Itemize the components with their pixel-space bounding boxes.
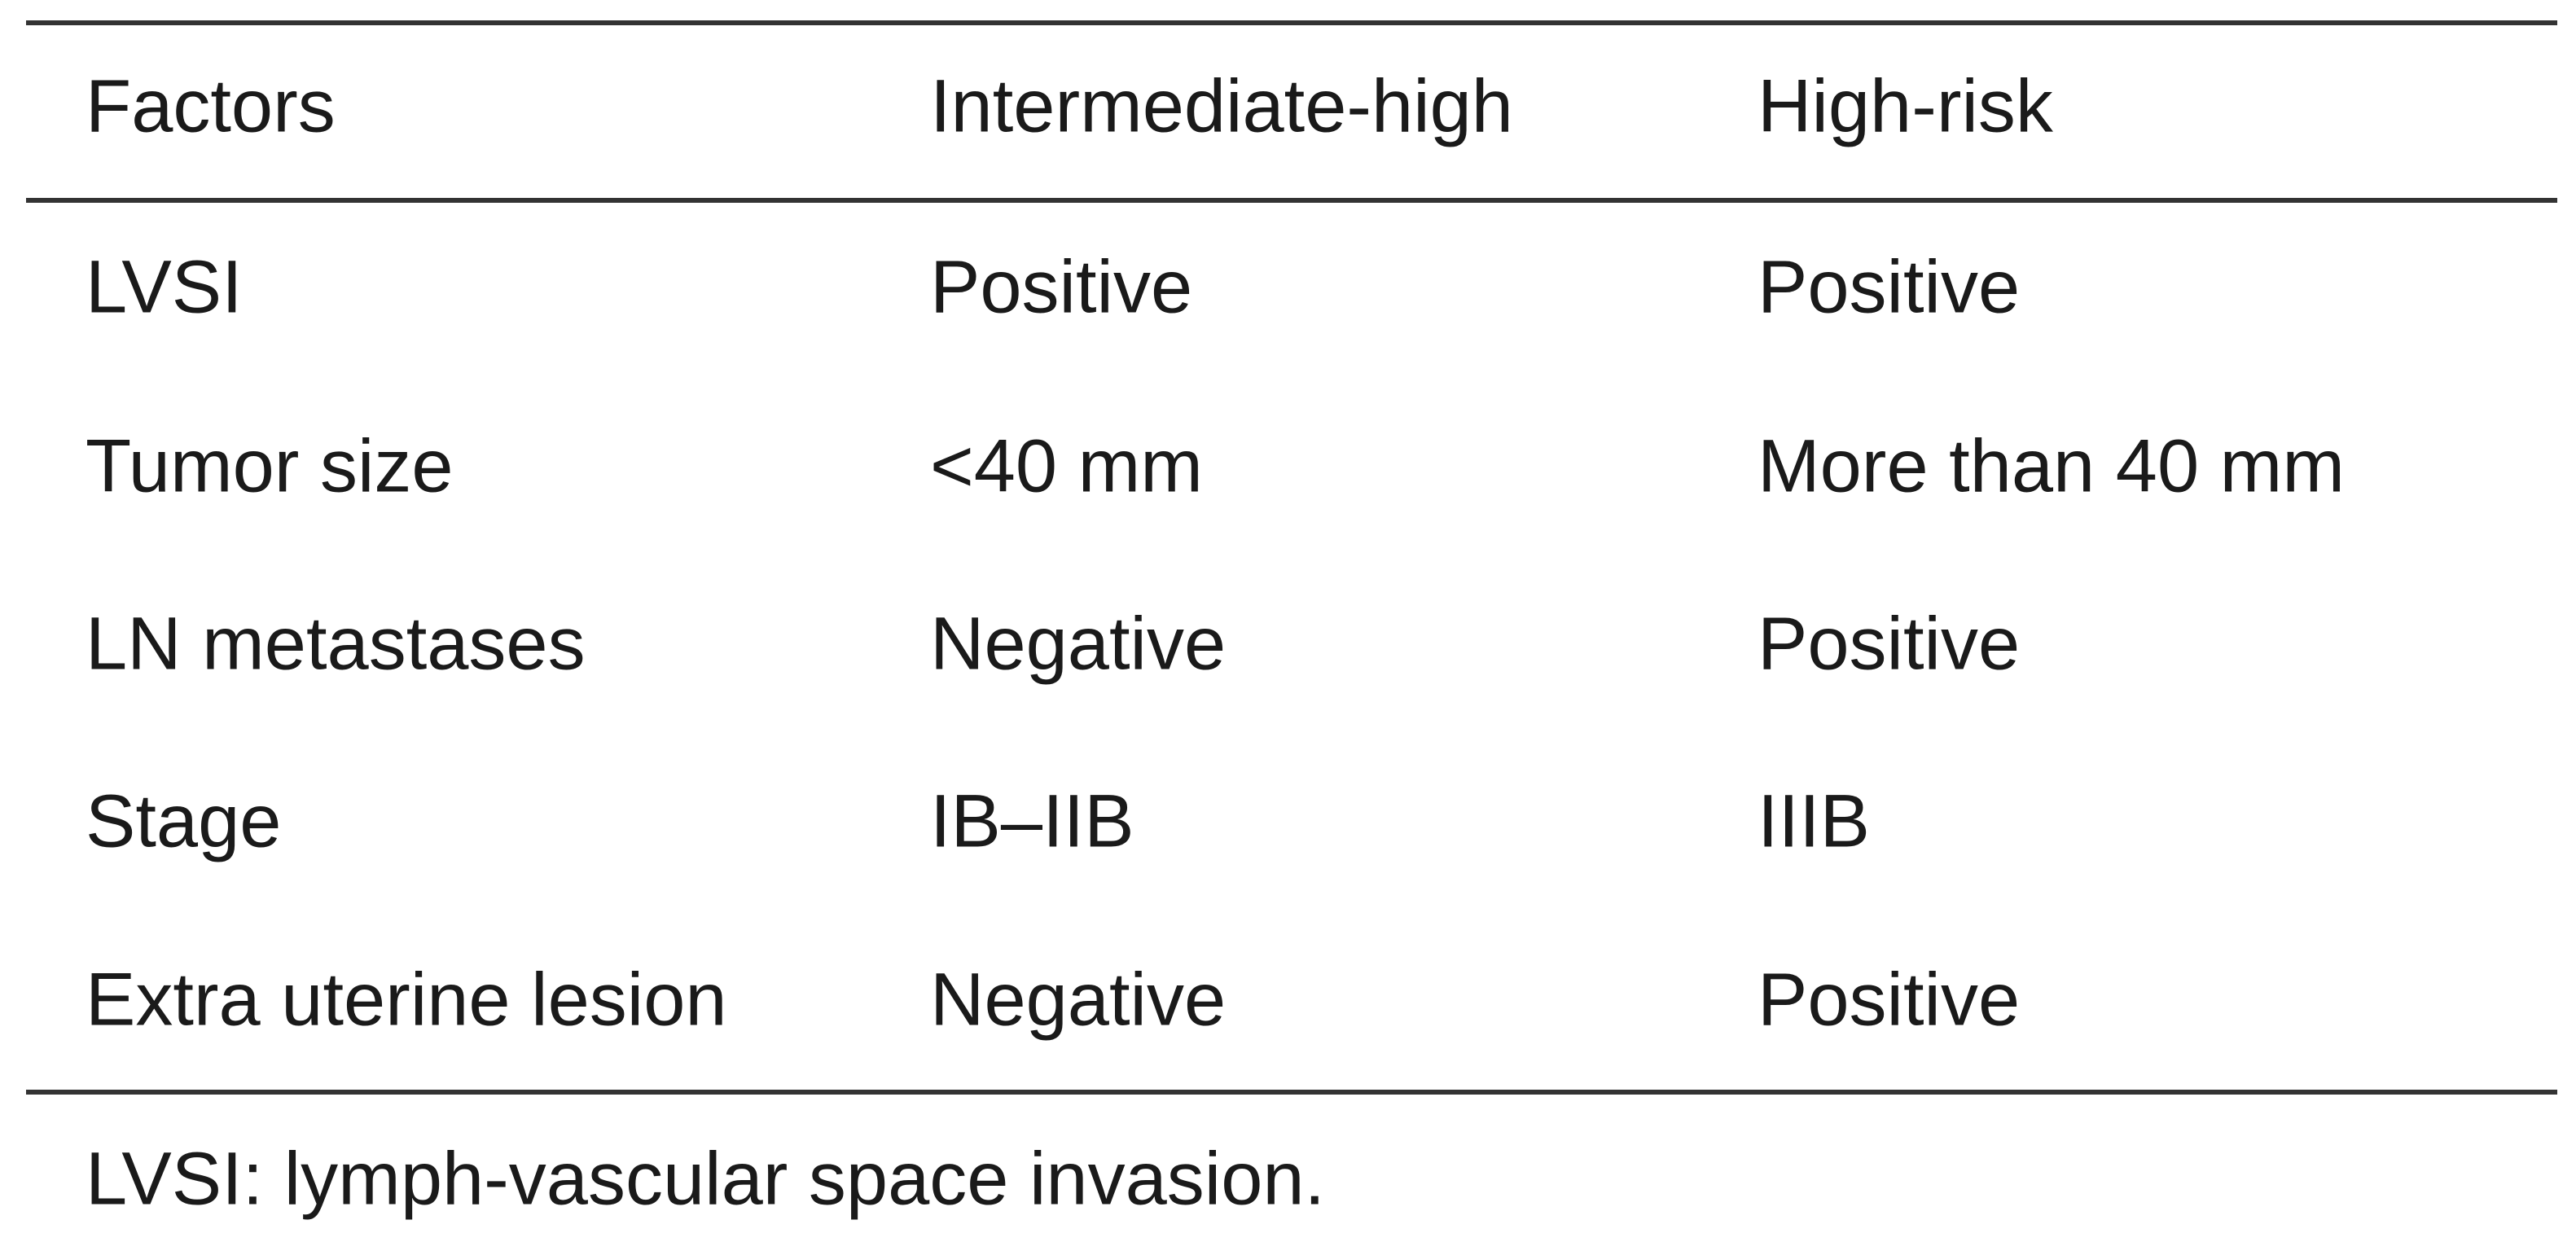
table-cell: Positive xyxy=(930,245,1192,328)
table-cell: Extra uterine lesion xyxy=(86,958,727,1041)
table-cell: <40 mm xyxy=(930,424,1203,507)
table-cell: Positive xyxy=(1758,245,2020,328)
footnote: LVSI: lymph-vascular space invasion. xyxy=(86,1137,1325,1220)
table-cell: Negative xyxy=(930,602,1226,685)
table-cell: IB–IIB xyxy=(930,779,1134,862)
table-cell: LVSI xyxy=(86,245,243,328)
table-cell: Tumor size xyxy=(86,424,454,507)
table-cell: IIIB xyxy=(1758,779,1870,862)
header-cell: Factors xyxy=(86,64,336,147)
table-cell: Negative xyxy=(930,958,1226,1041)
table-cell: Positive xyxy=(1758,958,2020,1041)
header-cell: High-risk xyxy=(1758,64,2054,147)
table-cell: Positive xyxy=(1758,602,2020,685)
table-cell: LN metastases xyxy=(86,602,586,685)
header-cell: Intermediate-high xyxy=(930,64,1513,147)
table-cell: More than 40 mm xyxy=(1758,424,2345,507)
table-cell: Stage xyxy=(86,779,281,862)
